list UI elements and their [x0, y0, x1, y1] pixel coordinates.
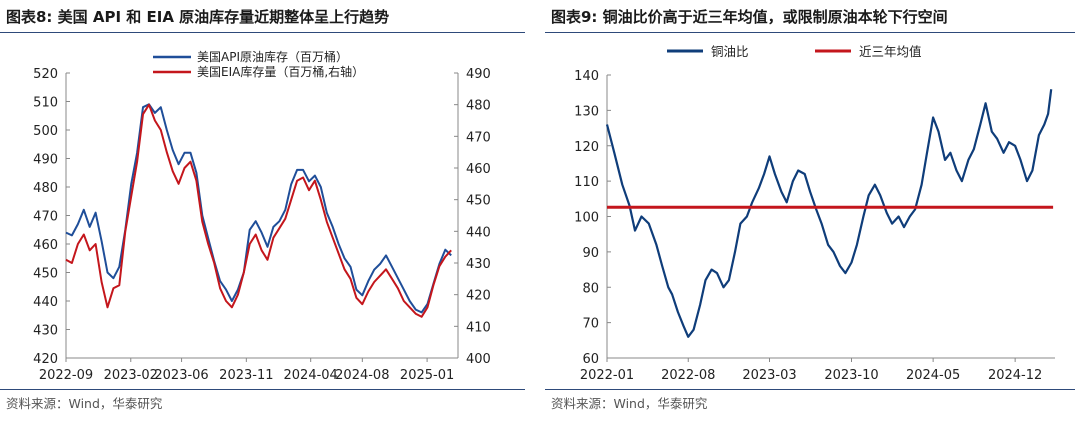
- x-tick-label: 2023-02: [104, 368, 158, 383]
- x-tick-label: 2023-06: [154, 368, 208, 383]
- x-tick-label: 2022-08: [661, 368, 715, 383]
- copper-oil-chart: 60 70 80 90 100 110 120 130 140 2022-01 2022-08 202…: [574, 44, 1055, 383]
- y-tick-label: 110: [574, 175, 599, 190]
- y-tick-label-right: 430: [466, 257, 491, 272]
- y-tick-label: 80: [582, 281, 599, 296]
- x-tick-label: 2023-11: [219, 368, 273, 383]
- y-tick-label-right: 420: [466, 289, 491, 304]
- y-tick-label-right: 490: [466, 67, 491, 82]
- y-tick-label-right: 440: [466, 225, 491, 240]
- x-tick-label: 2022-01: [580, 368, 634, 383]
- axes-group: 60 70 80 90 100 110 120 130 140 2022-01 2022-08 202…: [574, 69, 1055, 383]
- legend: 铜油比 近三年均值: [667, 44, 922, 59]
- y-tick-label-right: 460: [466, 162, 491, 177]
- y-tick-label-left: 440: [33, 295, 58, 310]
- x-tick-label: 2023-10: [824, 368, 878, 383]
- source-rule: [545, 389, 1075, 390]
- title-rule: [545, 32, 1075, 33]
- api-eia-chart: 420 430 440 450 460 470 480 490 500 510 520 400 410 4…: [33, 49, 491, 383]
- x-tick-label: 2024-05: [906, 368, 960, 383]
- chart-title: 图表9: 铜油比价高于近三年均值，或限制原油本轮下行空间: [551, 8, 948, 26]
- y-tick-label-right: 480: [466, 99, 491, 114]
- y-tick-label-left: 420: [33, 352, 58, 367]
- x-tick-label: 2022-09: [39, 368, 93, 383]
- y-tick-label-left: 480: [33, 181, 58, 196]
- series-copper-oil-line: [605, 89, 1053, 338]
- legend-label: 铜油比: [711, 44, 749, 59]
- series-group: [605, 89, 1054, 338]
- y-tick-label-right: 410: [466, 320, 491, 335]
- y-tick-label: 70: [582, 317, 599, 332]
- series-api-line: [65, 103, 452, 314]
- y-tick-label-right: 450: [466, 194, 491, 209]
- x-tick-label: 2024-08: [335, 368, 389, 383]
- y-tick-label: 90: [582, 246, 599, 261]
- chart-panel-api-eia: 图表8: 美国 API 和 EIA 原油库存量近期整体呈上行趋势 420 430 4…: [0, 0, 530, 427]
- source-rule: [0, 389, 525, 390]
- y-tick-label-left: 500: [33, 124, 58, 139]
- source-note: 资料来源：Wind，华泰研究: [551, 396, 708, 411]
- legend-label: 美国API原油库存（百万桶）: [197, 49, 348, 64]
- x-tick-label: 2025-01: [400, 368, 454, 383]
- y-tick-label-left: 450: [33, 267, 58, 282]
- series-group: [65, 103, 452, 318]
- y-tick-label-left: 510: [33, 96, 58, 111]
- x-tick-label: 2024-12: [988, 368, 1042, 383]
- axes-group: 420 430 440 450 460 470 480 490 500 510 520 400 410 4…: [33, 67, 491, 383]
- y-tick-label: 120: [574, 140, 599, 155]
- y-tick-label-left: 470: [33, 210, 58, 225]
- legend-label: 美国EIA库存量（百万桶,右轴）: [197, 64, 364, 79]
- legend-label: 近三年均值: [859, 44, 922, 59]
- y-tick-label-right: 470: [466, 130, 491, 145]
- series-eia-line: [65, 103, 452, 318]
- y-tick-label: 130: [574, 104, 599, 119]
- y-tick-label-left: 490: [33, 153, 58, 168]
- y-tick-label: 100: [574, 211, 599, 226]
- y-tick-label: 140: [574, 69, 599, 84]
- y-tick-label-left: 460: [33, 238, 58, 253]
- y-tick-label-right: 400: [466, 352, 491, 367]
- y-tick-label-left: 520: [33, 67, 58, 82]
- y-tick-label-left: 430: [33, 324, 58, 339]
- y-tick-label: 60: [582, 352, 599, 367]
- x-tick-label: 2023-03: [742, 368, 796, 383]
- chart-panel-copper-oil: 图表9: 铜油比价高于近三年均值，或限制原油本轮下行空间 60 70 80 90 100…: [545, 0, 1080, 427]
- title-rule: [0, 32, 525, 33]
- chart-title: 图表8: 美国 API 和 EIA 原油库存量近期整体呈上行趋势: [6, 8, 390, 26]
- x-tick-label: 2024-04: [284, 368, 338, 383]
- source-note: 资料来源：Wind，华泰研究: [6, 396, 163, 411]
- legend: 美国API原油库存（百万桶）美国EIA库存量（百万桶,右轴）: [153, 49, 364, 79]
